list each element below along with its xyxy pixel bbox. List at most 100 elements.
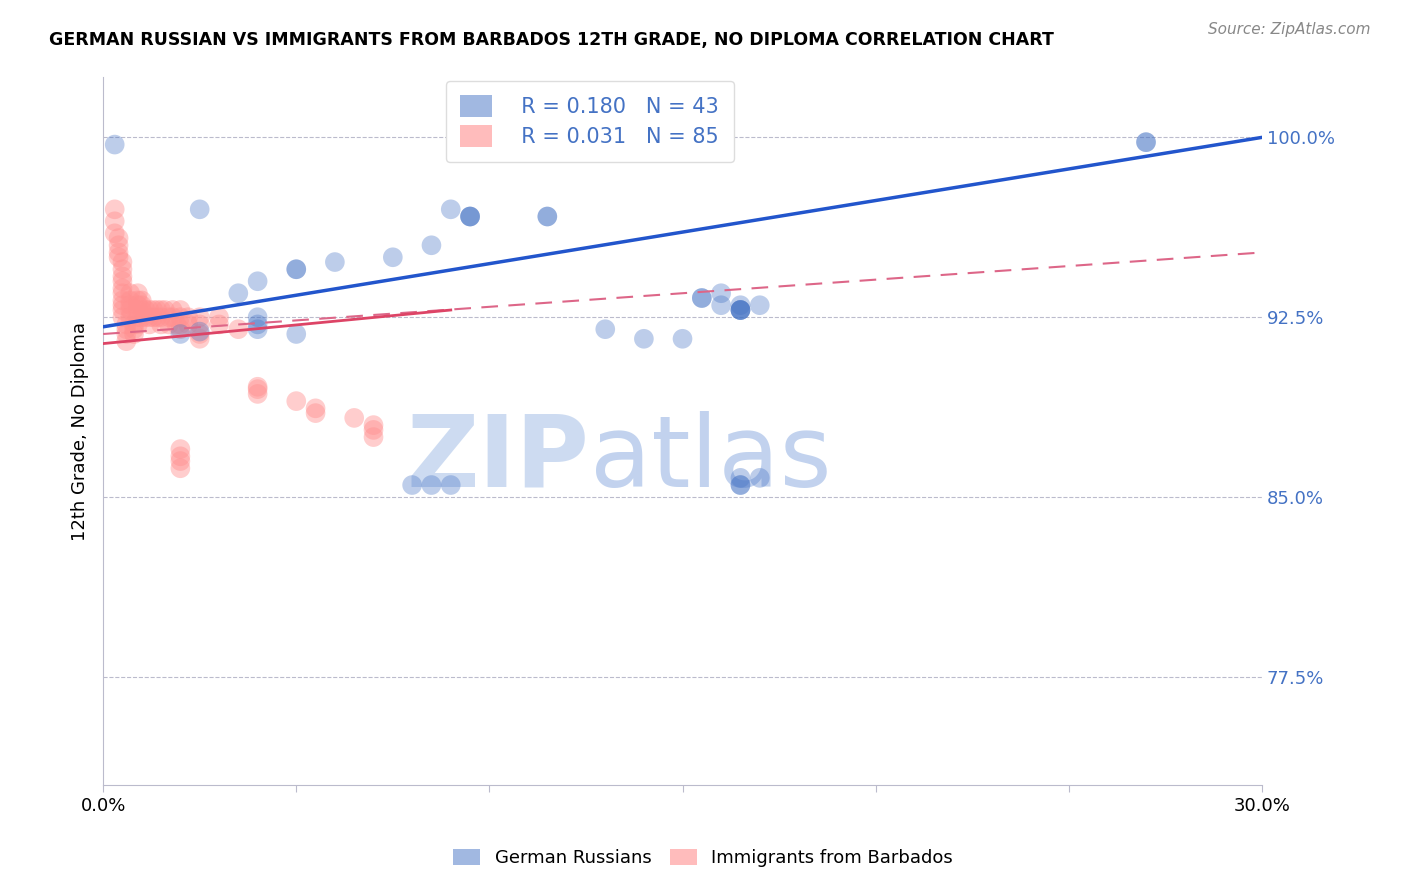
Point	[150, 318, 173, 332]
Point	[730, 478, 752, 492]
Point	[246, 387, 269, 401]
Point	[748, 298, 770, 312]
Point	[111, 293, 134, 308]
Point	[107, 245, 129, 260]
Point	[208, 310, 231, 325]
Point	[730, 303, 752, 318]
Point	[162, 303, 184, 318]
Point	[135, 303, 157, 318]
Point	[246, 310, 269, 325]
Point	[135, 310, 157, 325]
Point	[111, 298, 134, 312]
Point	[104, 214, 127, 228]
Text: GERMAN RUSSIAN VS IMMIGRANTS FROM BARBADOS 12TH GRADE, NO DIPLOMA CORRELATION CH: GERMAN RUSSIAN VS IMMIGRANTS FROM BARBAD…	[49, 31, 1054, 49]
Point	[131, 310, 153, 325]
Point	[228, 322, 250, 336]
Point	[420, 478, 443, 492]
Point	[131, 298, 153, 312]
Point	[246, 382, 269, 396]
Point	[169, 461, 191, 475]
Point	[104, 137, 127, 152]
Point	[285, 262, 308, 277]
Point	[111, 310, 134, 325]
Point	[127, 293, 149, 308]
Point	[690, 291, 713, 305]
Point	[122, 326, 145, 341]
Point	[153, 303, 176, 318]
Point	[730, 303, 752, 318]
Point	[142, 303, 165, 318]
Y-axis label: 12th Grade, No Diploma: 12th Grade, No Diploma	[72, 322, 89, 541]
Point	[138, 310, 160, 325]
Point	[593, 322, 616, 336]
Point	[177, 310, 200, 325]
Point	[1135, 135, 1157, 149]
Point	[169, 442, 191, 456]
Point	[710, 286, 733, 301]
Point	[115, 322, 138, 336]
Point	[120, 310, 142, 325]
Point	[111, 255, 134, 269]
Point	[363, 418, 385, 433]
Point	[111, 286, 134, 301]
Point	[208, 318, 231, 332]
Legend:   R = 0.180   N = 43,   R = 0.031   N = 85: R = 0.180 N = 43, R = 0.031 N = 85	[446, 81, 734, 161]
Point	[730, 471, 752, 485]
Point	[111, 281, 134, 295]
Point	[107, 250, 129, 264]
Point	[285, 262, 308, 277]
Point	[363, 430, 385, 444]
Point	[150, 310, 173, 325]
Point	[285, 394, 308, 409]
Point	[228, 286, 250, 301]
Point	[127, 318, 149, 332]
Point	[536, 210, 558, 224]
Point	[146, 303, 169, 318]
Point	[127, 286, 149, 301]
Point	[730, 303, 752, 318]
Point	[115, 334, 138, 348]
Point	[381, 250, 404, 264]
Point	[458, 210, 481, 224]
Point	[169, 450, 191, 464]
Point	[177, 318, 200, 332]
Point	[146, 310, 169, 325]
Point	[131, 293, 153, 308]
Point	[169, 454, 191, 468]
Point	[111, 303, 134, 318]
Point	[1135, 135, 1157, 149]
Point	[115, 326, 138, 341]
Point	[111, 274, 134, 288]
Point	[169, 310, 191, 325]
Text: ZIP: ZIP	[406, 411, 589, 508]
Point	[246, 274, 269, 288]
Point	[104, 227, 127, 241]
Point	[536, 210, 558, 224]
Point	[420, 238, 443, 252]
Point	[304, 406, 326, 420]
Point	[157, 318, 180, 332]
Point	[122, 318, 145, 332]
Point	[304, 401, 326, 416]
Point	[111, 269, 134, 284]
Legend: German Russians, Immigrants from Barbados: German Russians, Immigrants from Barbado…	[446, 841, 960, 874]
Point	[440, 202, 463, 217]
Point	[188, 310, 211, 325]
Point	[120, 293, 142, 308]
Point	[107, 231, 129, 245]
Point	[166, 318, 188, 332]
Point	[246, 322, 269, 336]
Point	[188, 326, 211, 341]
Point	[188, 332, 211, 346]
Point	[127, 303, 149, 318]
Point	[169, 303, 191, 318]
Point	[401, 478, 423, 492]
Point	[142, 310, 165, 325]
Point	[323, 255, 346, 269]
Point	[122, 322, 145, 336]
Point	[458, 210, 481, 224]
Point	[730, 478, 752, 492]
Point	[690, 291, 713, 305]
Point	[111, 262, 134, 277]
Point	[169, 322, 191, 336]
